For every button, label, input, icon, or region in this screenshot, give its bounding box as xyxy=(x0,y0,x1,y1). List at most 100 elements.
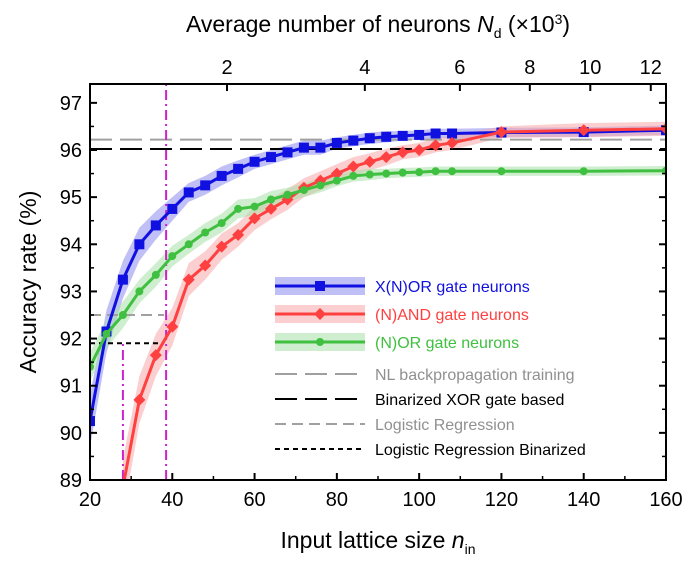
y-tick-label: 92 xyxy=(60,329,82,351)
data-point-s1-5 xyxy=(199,259,212,272)
data-point-s1-7 xyxy=(232,228,245,241)
data-point-s1-20 xyxy=(446,136,459,149)
data-point-s0-19 xyxy=(397,130,408,141)
x2-tick-label: 8 xyxy=(524,57,535,79)
legend-ref-label: Binarized XOR gate based xyxy=(375,392,564,409)
legend-marker xyxy=(316,338,324,346)
data-point-s0-5 xyxy=(167,203,178,214)
data-point-s2-4 xyxy=(151,270,160,279)
y-tick-label: 89 xyxy=(60,470,82,492)
data-point-s0-21 xyxy=(430,128,441,139)
x-tick-label: 40 xyxy=(161,489,183,511)
data-point-s1-2 xyxy=(149,349,162,362)
data-point-s1-13 xyxy=(330,167,343,180)
data-point-s2-5 xyxy=(168,252,177,261)
data-point-s2-18 xyxy=(382,169,391,178)
data-point-s2-11 xyxy=(267,195,276,204)
series-band-2 xyxy=(90,166,666,381)
data-point-s0-3 xyxy=(134,239,145,250)
data-point-s1-14 xyxy=(347,160,360,173)
x2-tick-label: 2 xyxy=(221,57,232,79)
data-point-s0-7 xyxy=(200,180,211,191)
x-tick-label: 60 xyxy=(243,489,265,511)
data-point-s2-14 xyxy=(316,181,325,190)
x2-tick-label: 12 xyxy=(640,57,662,79)
x2-tick-label: 10 xyxy=(579,57,601,79)
data-point-s0-9 xyxy=(233,163,244,174)
data-point-s2-22 xyxy=(448,167,457,176)
data-point-s0-8 xyxy=(216,170,227,181)
x-tick-label: 160 xyxy=(649,489,682,511)
data-point-s1-21 xyxy=(495,126,508,139)
data-point-s0-11 xyxy=(266,152,277,163)
data-point-s1-15 xyxy=(363,155,376,168)
data-point-s0-18 xyxy=(381,131,392,142)
x2-tick-label: 6 xyxy=(454,57,465,79)
legend-label: X(N)OR gate neurons xyxy=(375,279,530,296)
x-axis-title: Input lattice size nin xyxy=(280,527,475,557)
x-tick-label: 80 xyxy=(326,489,348,511)
data-point-s2-13 xyxy=(299,186,308,195)
x2-tick-label: 4 xyxy=(359,57,370,79)
data-point-s2-16 xyxy=(349,171,358,180)
y-tick-label: 90 xyxy=(60,423,82,445)
data-point-s2-7 xyxy=(201,228,210,237)
y-tick-label: 94 xyxy=(60,234,82,256)
x-tick-label: 100 xyxy=(402,489,435,511)
data-point-s1-8 xyxy=(248,212,261,225)
data-point-s1-1 xyxy=(133,393,146,406)
data-point-s2-23 xyxy=(497,167,506,176)
legend-marker xyxy=(314,308,326,320)
data-point-s2-19 xyxy=(398,168,407,177)
data-point-s0-6 xyxy=(183,187,194,198)
data-point-s1-4 xyxy=(182,273,195,286)
data-point-s1-19 xyxy=(429,139,442,152)
data-point-s1-18 xyxy=(413,144,426,156)
reference-line-layer xyxy=(90,84,666,480)
legend-label: (N)OR gate neurons xyxy=(375,335,519,352)
legend-ref-label: Logistic Regression Binarized xyxy=(375,442,586,459)
data-point-s2-20 xyxy=(415,168,424,177)
data-point-s0-0 xyxy=(90,416,95,427)
legend-label: (N)AND gate neurons xyxy=(375,307,529,324)
data-point-s1-22 xyxy=(577,124,590,137)
data-point-s0-10 xyxy=(249,156,260,167)
band-layer xyxy=(90,121,666,480)
data-point-s2-6 xyxy=(184,240,193,249)
x-tick-label: 20 xyxy=(79,489,101,511)
data-point-s1-17 xyxy=(396,146,409,159)
data-point-s2-9 xyxy=(234,204,243,213)
data-point-s2-24 xyxy=(579,167,588,176)
legend-ref-label: Logistic Regression xyxy=(375,417,515,434)
legend-ref-label: NL backpropagation training xyxy=(375,367,575,384)
x2-axis-title: Average number of neurons Nd (×103) xyxy=(186,11,570,41)
data-point-s2-12 xyxy=(283,190,292,199)
y-tick-label: 93 xyxy=(60,281,82,303)
data-point-s1-0 xyxy=(117,481,129,493)
data-point-s1-16 xyxy=(380,151,393,164)
data-point-s0-13 xyxy=(298,142,309,153)
x-tick-label: 120 xyxy=(485,489,518,511)
y-tick-label: 91 xyxy=(60,376,82,398)
data-point-s0-4 xyxy=(150,220,161,231)
legend-marker xyxy=(315,281,325,291)
x-tick-label: 140 xyxy=(567,489,600,511)
data-point-s2-3 xyxy=(135,287,144,296)
legend: X(N)OR gate neurons (N)AND gate neurons (N… xyxy=(275,277,586,459)
data-point-s0-22 xyxy=(447,128,458,139)
data-point-s1-3 xyxy=(166,320,179,333)
data-point-s2-17 xyxy=(365,170,374,179)
data-point-s2-15 xyxy=(332,176,341,185)
data-point-s0-20 xyxy=(414,129,425,140)
y-tick-label: 97 xyxy=(60,93,82,115)
y-tick-label: 96 xyxy=(60,140,82,162)
data-point-s0-17 xyxy=(364,133,375,144)
axes-layer: 20 40 60 80 100 120 140 160 89 90 91 92 93 94 95 96 97 2 4… xyxy=(60,57,683,511)
data-point-s1-9 xyxy=(265,202,278,215)
data-point-s2-2 xyxy=(118,311,127,319)
data-point-s1-6 xyxy=(215,240,228,253)
data-point-s2-8 xyxy=(217,219,226,228)
data-point-s0-16 xyxy=(348,135,359,146)
data-point-s0-12 xyxy=(282,147,293,158)
